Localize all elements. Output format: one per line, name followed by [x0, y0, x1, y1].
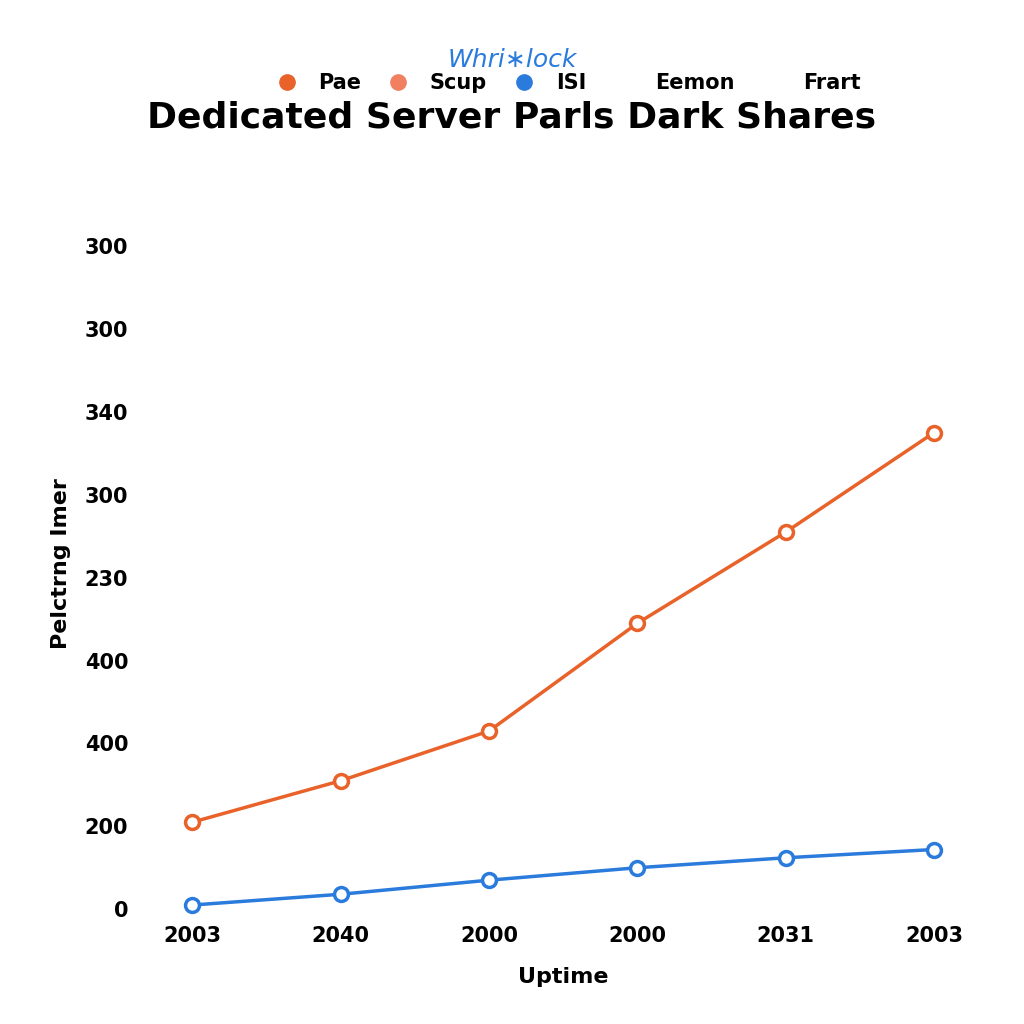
X-axis label: Uptime: Uptime [518, 968, 608, 987]
Text: Whri∗lock: Whri∗lock [447, 47, 577, 72]
Y-axis label: Pelctrng Imer: Pelctrng Imer [51, 478, 71, 648]
Legend: Pae, Scup, ISI, Eemon, Frart: Pae, Scup, ISI, Eemon, Frart [257, 65, 869, 101]
Text: Dedicated Server Parls Dark Shares: Dedicated Server Parls Dark Shares [147, 101, 877, 135]
